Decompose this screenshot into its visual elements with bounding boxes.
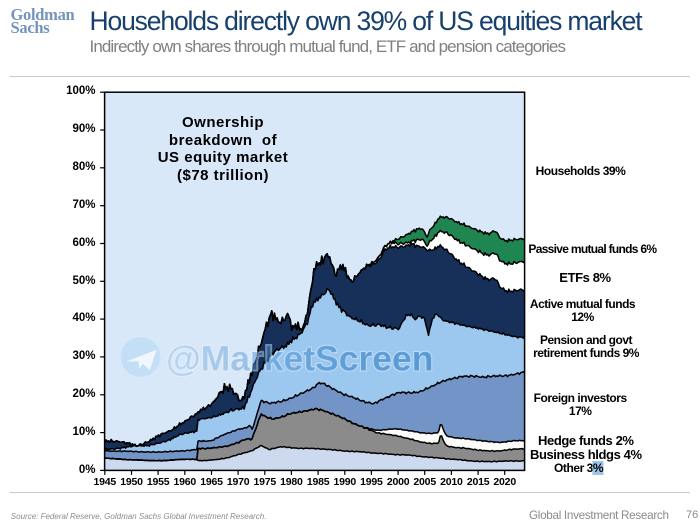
svg-text:@MarketScreen: @MarketScreen	[166, 339, 433, 379]
